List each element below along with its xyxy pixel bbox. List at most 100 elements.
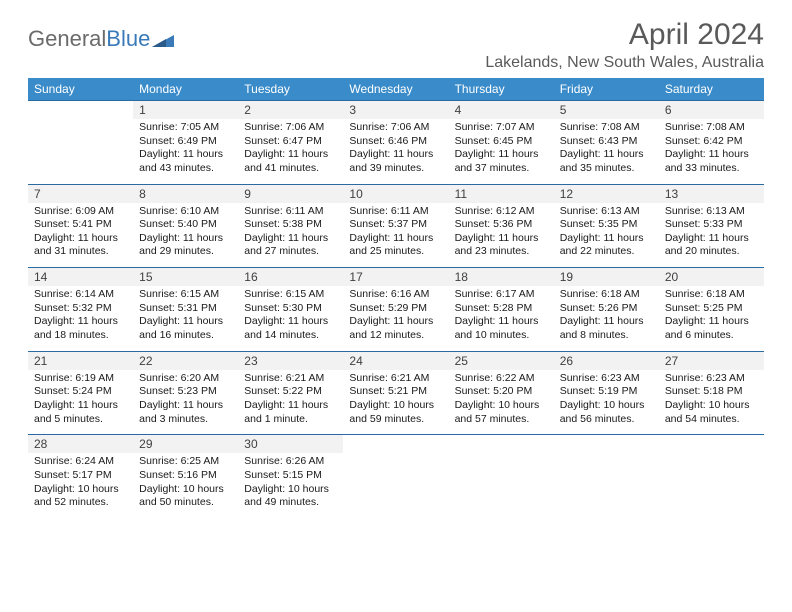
day-number: 26 (560, 354, 573, 368)
day-info-cell: Sunrise: 6:14 AMSunset: 5:32 PMDaylight:… (28, 286, 133, 351)
logo: GeneralBlue (28, 18, 174, 52)
day-number-cell: 8 (133, 184, 238, 203)
day-sr: Sunrise: 6:13 AM (560, 205, 653, 219)
day-number: 12 (560, 187, 573, 201)
day-number-cell: 5 (554, 101, 659, 120)
day-number-cell: 13 (659, 184, 764, 203)
day-number-cell: 25 (449, 351, 554, 370)
day-number: 16 (244, 270, 257, 284)
day-number: 9 (244, 187, 251, 201)
day-dl: Daylight: 11 hours and 10 minutes. (455, 315, 548, 342)
day-info-cell: Sunrise: 7:07 AMSunset: 6:45 PMDaylight:… (449, 119, 554, 184)
day-info-cell: Sunrise: 6:11 AMSunset: 5:38 PMDaylight:… (238, 203, 343, 268)
day-number: 13 (665, 187, 678, 201)
logo-text-1: General (28, 26, 106, 52)
day-dl: Daylight: 10 hours and 56 minutes. (560, 399, 653, 426)
day-number-cell: 21 (28, 351, 133, 370)
day-number: 24 (349, 354, 362, 368)
day-sr: Sunrise: 7:06 AM (244, 121, 337, 135)
day-ss: Sunset: 5:19 PM (560, 385, 653, 399)
day-info-cell: Sunrise: 6:21 AMSunset: 5:22 PMDaylight:… (238, 370, 343, 435)
day-info-cell: Sunrise: 6:11 AMSunset: 5:37 PMDaylight:… (343, 203, 448, 268)
day-dl: Daylight: 10 hours and 59 minutes. (349, 399, 442, 426)
day-info-cell: Sunrise: 6:23 AMSunset: 5:18 PMDaylight:… (659, 370, 764, 435)
calendar-table: Sunday Monday Tuesday Wednesday Thursday… (28, 78, 764, 518)
day-number: 4 (455, 103, 462, 117)
day-sr: Sunrise: 6:19 AM (34, 372, 127, 386)
day-sr: Sunrise: 6:23 AM (560, 372, 653, 386)
day-dl: Daylight: 11 hours and 25 minutes. (349, 232, 442, 259)
day-info-cell: Sunrise: 6:10 AMSunset: 5:40 PMDaylight:… (133, 203, 238, 268)
day-number: 14 (34, 270, 47, 284)
day-number-cell (343, 435, 448, 454)
day-info-cell (28, 119, 133, 184)
day-number: 11 (455, 187, 467, 201)
day-ss: Sunset: 5:41 PM (34, 218, 127, 232)
day-info-cell: Sunrise: 7:06 AMSunset: 6:46 PMDaylight:… (343, 119, 448, 184)
day-sr: Sunrise: 6:09 AM (34, 205, 127, 219)
day-number: 25 (455, 354, 468, 368)
day-info-cell: Sunrise: 6:24 AMSunset: 5:17 PMDaylight:… (28, 453, 133, 518)
day-sr: Sunrise: 7:05 AM (139, 121, 232, 135)
day-dl: Daylight: 10 hours and 49 minutes. (244, 483, 337, 510)
day-dl: Daylight: 11 hours and 18 minutes. (34, 315, 127, 342)
logo-text-2: Blue (106, 26, 150, 52)
day-info-cell: Sunrise: 6:21 AMSunset: 5:21 PMDaylight:… (343, 370, 448, 435)
day-number: 21 (34, 354, 47, 368)
day-ss: Sunset: 6:45 PM (455, 135, 548, 149)
day-number: 27 (665, 354, 678, 368)
day-sr: Sunrise: 6:12 AM (455, 205, 548, 219)
day-sr: Sunrise: 6:20 AM (139, 372, 232, 386)
day-dl: Daylight: 11 hours and 33 minutes. (665, 148, 758, 175)
day-ss: Sunset: 5:40 PM (139, 218, 232, 232)
day-number: 23 (244, 354, 257, 368)
day-dl: Daylight: 11 hours and 16 minutes. (139, 315, 232, 342)
day-number-cell: 26 (554, 351, 659, 370)
day-number: 20 (665, 270, 678, 284)
day-number-cell: 7 (28, 184, 133, 203)
day-number-cell: 1 (133, 101, 238, 120)
day-ss: Sunset: 5:22 PM (244, 385, 337, 399)
day-info-cell: Sunrise: 6:13 AMSunset: 5:35 PMDaylight:… (554, 203, 659, 268)
month-title: April 2024 (485, 18, 764, 52)
day-ss: Sunset: 5:29 PM (349, 302, 442, 316)
dow-friday: Friday (554, 78, 659, 101)
day-number-cell: 20 (659, 268, 764, 287)
day-ss: Sunset: 5:30 PM (244, 302, 337, 316)
day-ss: Sunset: 5:24 PM (34, 385, 127, 399)
day-number-cell: 14 (28, 268, 133, 287)
day-ss: Sunset: 5:25 PM (665, 302, 758, 316)
day-number-cell: 15 (133, 268, 238, 287)
day-sr: Sunrise: 6:18 AM (560, 288, 653, 302)
logo-triangle-icon (152, 31, 174, 47)
day-sr: Sunrise: 6:23 AM (665, 372, 758, 386)
week-daynum-row: 282930 (28, 435, 764, 454)
day-number: 1 (139, 103, 146, 117)
day-number-cell: 23 (238, 351, 343, 370)
day-number-cell: 22 (133, 351, 238, 370)
day-dl: Daylight: 11 hours and 1 minute. (244, 399, 337, 426)
day-ss: Sunset: 5:26 PM (560, 302, 653, 316)
day-sr: Sunrise: 6:16 AM (349, 288, 442, 302)
day-dl: Daylight: 11 hours and 3 minutes. (139, 399, 232, 426)
day-ss: Sunset: 5:38 PM (244, 218, 337, 232)
day-ss: Sunset: 5:18 PM (665, 385, 758, 399)
day-dl: Daylight: 10 hours and 57 minutes. (455, 399, 548, 426)
day-info-cell: Sunrise: 6:18 AMSunset: 5:26 PMDaylight:… (554, 286, 659, 351)
week-daynum-row: 123456 (28, 101, 764, 120)
day-info-cell: Sunrise: 7:08 AMSunset: 6:42 PMDaylight:… (659, 119, 764, 184)
day-ss: Sunset: 5:20 PM (455, 385, 548, 399)
week-info-row: Sunrise: 6:19 AMSunset: 5:24 PM Daylight:… (28, 370, 764, 435)
day-number-cell (449, 435, 554, 454)
day-info-cell: Sunrise: 6:09 AMSunset: 5:41 PMDaylight:… (28, 203, 133, 268)
day-sr: Sunrise: 6:13 AM (665, 205, 758, 219)
day-number-cell: 11 (449, 184, 554, 203)
day-dl: Daylight: 11 hours and 27 minutes. (244, 232, 337, 259)
day-info-cell: Sunrise: 6:18 AMSunset: 5:25 PMDaylight:… (659, 286, 764, 351)
day-sr: Sunrise: 6:22 AM (455, 372, 548, 386)
day-number-cell: 12 (554, 184, 659, 203)
day-dl: Daylight: 11 hours and 12 minutes. (349, 315, 442, 342)
day-info-cell: Sunrise: 6:20 AMSunset: 5:23 PMDaylight:… (133, 370, 238, 435)
day-dl: Daylight: 11 hours and 39 minutes. (349, 148, 442, 175)
day-ss: Sunset: 5:36 PM (455, 218, 548, 232)
